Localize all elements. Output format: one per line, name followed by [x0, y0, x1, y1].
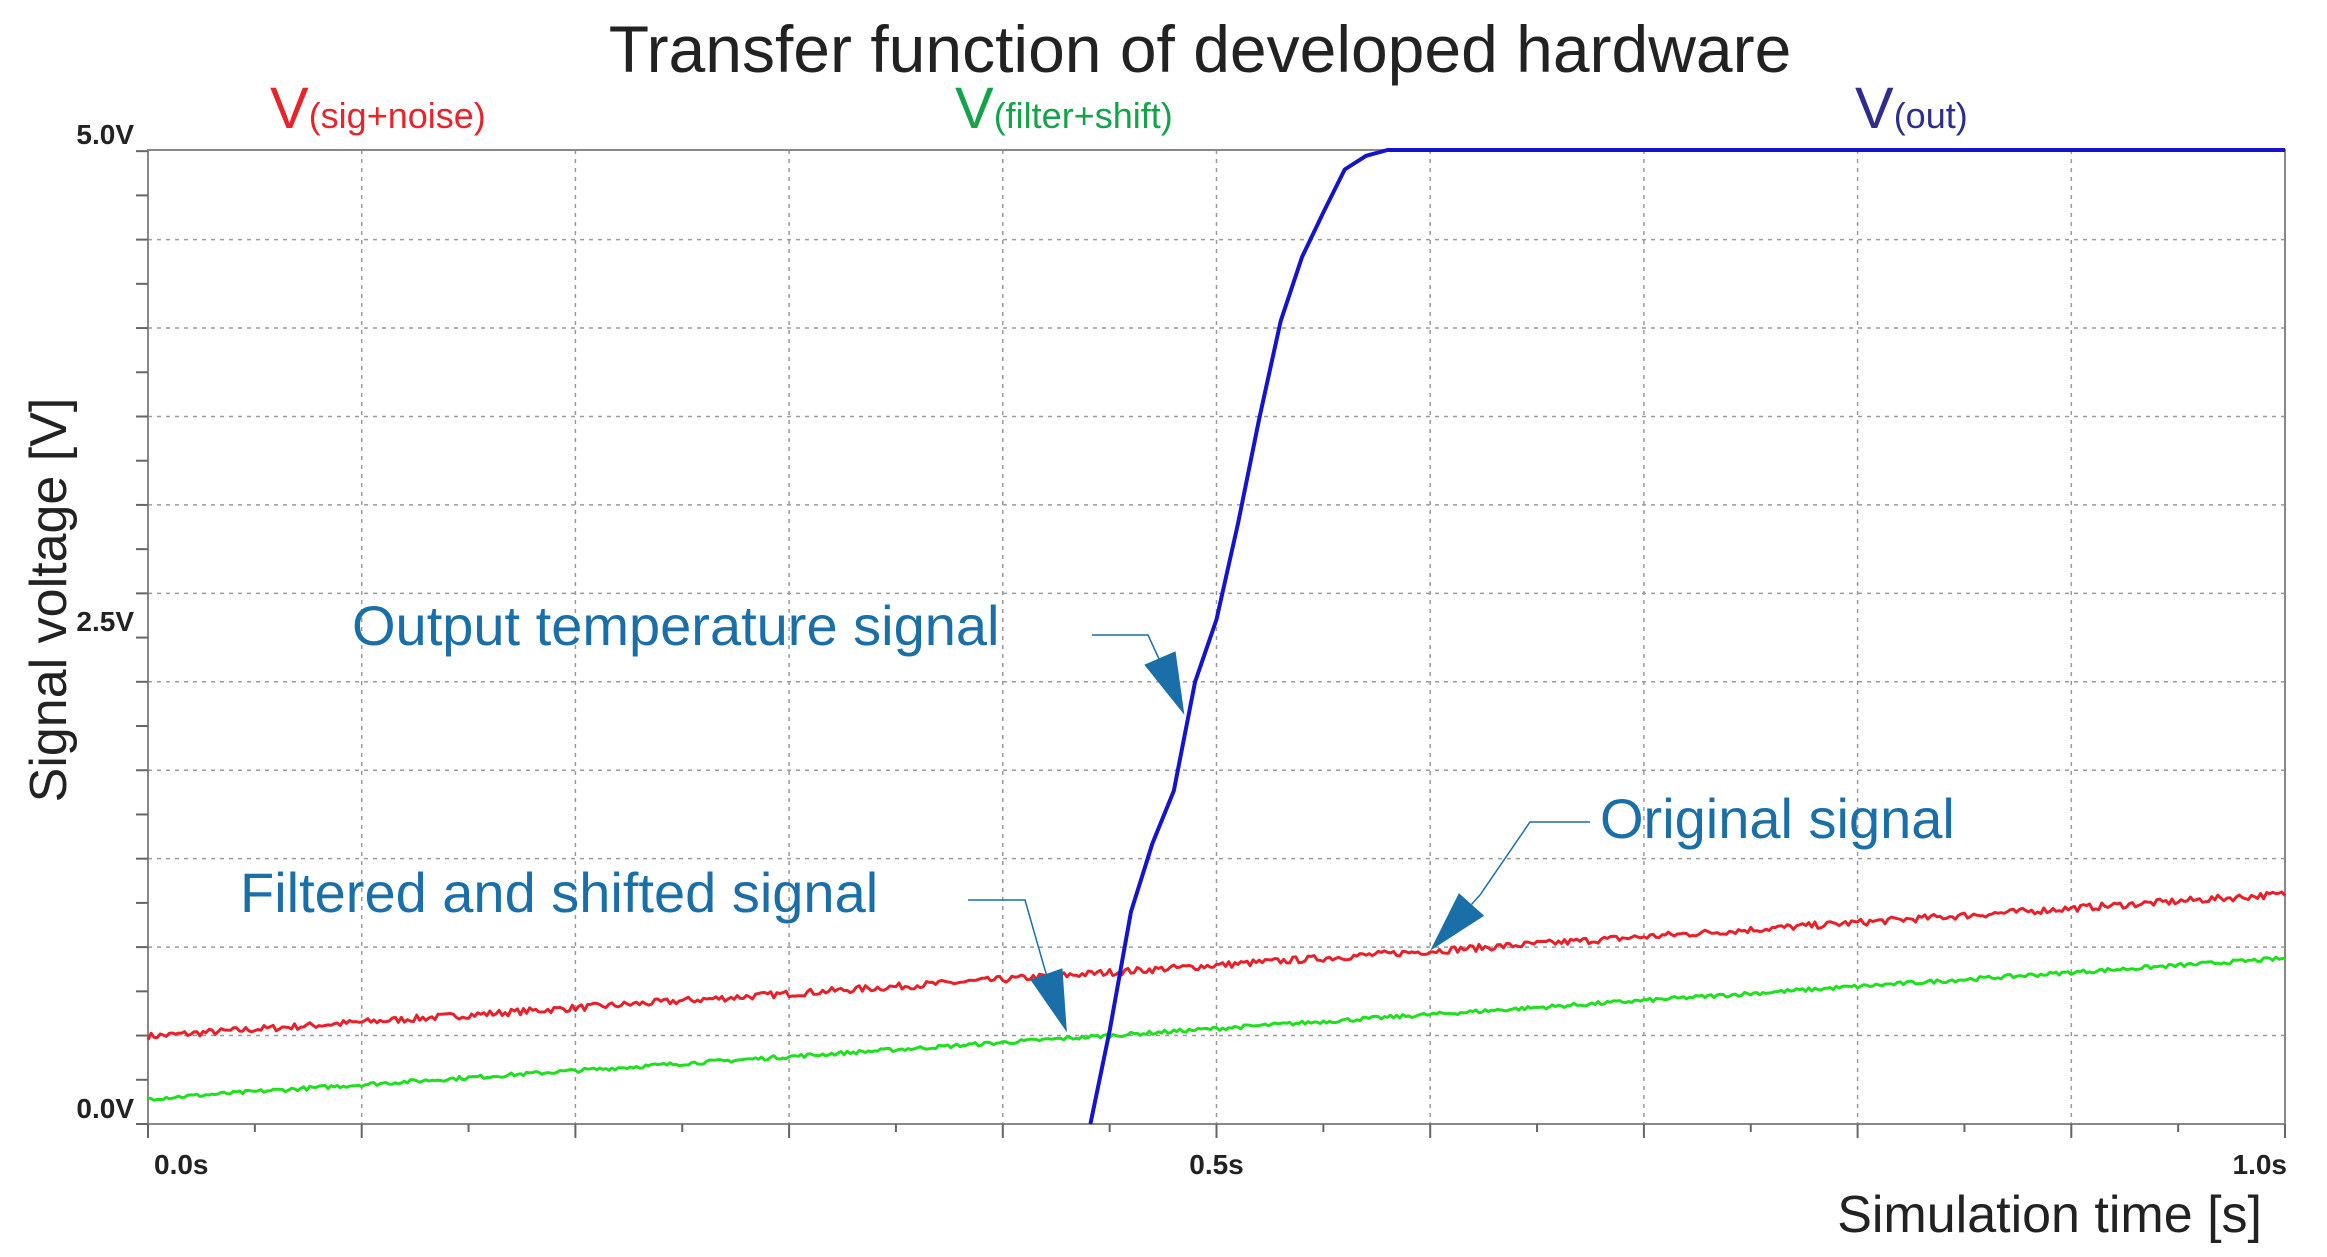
annotation-leader — [968, 899, 1046, 971]
annotation-output: Output temperature signal — [352, 594, 1185, 715]
x-tick-label: 0.0s — [154, 1149, 209, 1180]
series-layer — [146, 148, 2287, 1125]
annotation-label: Original signal — [1600, 787, 1955, 850]
legend-out: V(out) — [1855, 76, 1968, 141]
annotation-arrowhead — [1144, 651, 1185, 715]
annotation-leader-segment — [1044, 969, 1048, 975]
x-axis-title: Simulation time [s] — [1837, 1186, 2262, 1244]
x-tick-label: 0.5s — [1189, 1149, 1244, 1180]
legend-sig-noise: V(sig+noise) — [270, 76, 486, 141]
annotation-arrowhead — [1430, 893, 1485, 951]
annotation-label: Output temperature signal — [352, 594, 999, 657]
y-tick-label: 2.5V — [76, 606, 134, 637]
y-tick-label: 5.0V — [76, 119, 134, 150]
series-line-output — [1088, 148, 2285, 1125]
annotation-leader-segment — [1470, 894, 1481, 905]
annotation-arrowhead — [1030, 968, 1067, 1033]
annotation-label: Filtered and shifted signal — [240, 861, 878, 924]
legend-filter-shift: V(filter+shift) — [955, 76, 1173, 141]
series-line-original — [146, 890, 2287, 1041]
annotation-leader — [1479, 821, 1590, 896]
annotation-original: Original signal — [1430, 787, 1955, 951]
legend: V(sig+noise) V(filter+shift) V(out) — [270, 76, 1968, 141]
annotations: Output temperature signal Original signal… — [240, 594, 1955, 1033]
annotation-filtered: Filtered and shifted signal — [240, 861, 1067, 1033]
x-tick-label: 1.0s — [2233, 1149, 2288, 1180]
axis-ticks: 0.0s 0.5s 1.0s 0.0V 2.5V 5.0V — [76, 119, 2287, 1180]
y-axis-title: Signal voltage [V] — [20, 398, 78, 803]
chart-title: Transfer function of developed hardware — [609, 12, 1792, 86]
y-tick-label: 0.0V — [76, 1093, 134, 1124]
series-line-filtered — [147, 955, 2286, 1102]
grid — [148, 150, 2285, 1124]
